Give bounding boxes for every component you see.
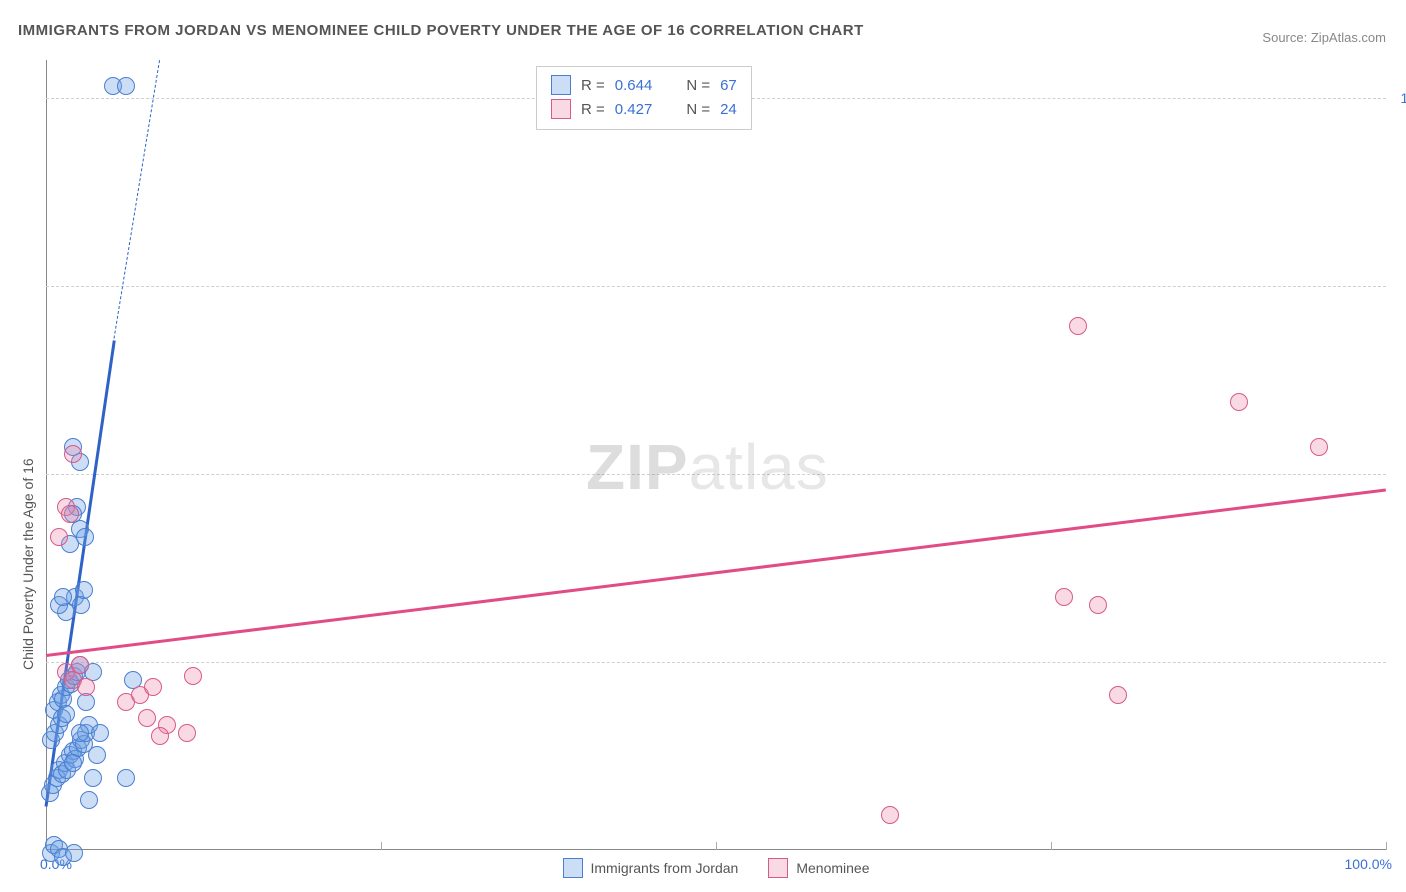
scatter-plot: 25.0%50.0%75.0%100.0%0.0%100.0% xyxy=(46,60,1386,850)
data-point-menominee xyxy=(1069,317,1087,335)
legend-swatch xyxy=(551,99,571,119)
y-tick-label: 50.0% xyxy=(1393,466,1406,482)
correlation-legend: R = 0.644 N = 67 R = 0.427 N = 24 xyxy=(536,66,752,130)
legend-swatch xyxy=(563,858,583,878)
legend-n-value: 67 xyxy=(720,77,737,94)
data-point-menominee xyxy=(1055,588,1073,606)
data-point-menominee xyxy=(71,656,89,674)
series-legend-item: Menominee xyxy=(768,858,869,878)
data-point-jordan xyxy=(57,705,75,723)
legend-n-label: N = xyxy=(686,77,710,94)
data-point-jordan xyxy=(54,588,72,606)
y-axis-label: Child Poverty Under the Age of 16 xyxy=(20,458,36,670)
y-tick-label: 25.0% xyxy=(1393,654,1406,670)
data-point-menominee xyxy=(77,678,95,696)
data-point-menominee xyxy=(64,445,82,463)
x-tick xyxy=(1386,842,1387,850)
data-point-jordan xyxy=(84,769,102,787)
legend-swatch xyxy=(768,858,788,878)
data-point-jordan xyxy=(75,581,93,599)
source-label: Source: xyxy=(1262,30,1307,45)
data-point-jordan xyxy=(76,528,94,546)
trend-line xyxy=(114,60,161,339)
data-point-jordan xyxy=(91,724,109,742)
legend-swatch xyxy=(551,75,571,95)
legend-row: R = 0.644 N = 67 xyxy=(551,73,737,97)
legend-r-value: 0.644 xyxy=(615,77,653,94)
data-point-menominee xyxy=(184,667,202,685)
data-point-jordan xyxy=(64,754,82,772)
y-tick-label: 100.0% xyxy=(1393,90,1406,106)
series-legend: Immigrants from Jordan Menominee xyxy=(46,858,1386,878)
series-label: Immigrants from Jordan xyxy=(591,860,739,876)
data-point-menominee xyxy=(151,727,169,745)
data-point-menominee xyxy=(144,678,162,696)
trend-line xyxy=(46,489,1386,657)
data-point-menominee xyxy=(138,709,156,727)
series-legend-item: Immigrants from Jordan xyxy=(563,858,739,878)
legend-r-label: R = xyxy=(581,77,605,94)
chart-title: IMMIGRANTS FROM JORDAN VS MENOMINEE CHIL… xyxy=(18,22,864,39)
data-point-menominee xyxy=(1109,686,1127,704)
data-point-menominee xyxy=(1230,393,1248,411)
source-name: ZipAtlas.com xyxy=(1311,30,1386,45)
data-point-menominee xyxy=(178,724,196,742)
data-point-menominee xyxy=(881,806,899,824)
legend-row: R = 0.427 N = 24 xyxy=(551,97,737,121)
series-label: Menominee xyxy=(796,860,869,876)
legend-n-value: 24 xyxy=(720,101,737,118)
chart-area: 25.0%50.0%75.0%100.0%0.0%100.0% ZIPatlas… xyxy=(46,60,1386,850)
y-tick-label: 75.0% xyxy=(1393,278,1406,294)
grid-line xyxy=(46,662,1386,663)
legend-r-label: R = xyxy=(581,101,605,118)
source-attribution: Source: ZipAtlas.com xyxy=(1262,30,1386,45)
data-point-menominee xyxy=(1310,438,1328,456)
data-point-jordan xyxy=(88,746,106,764)
legend-r-value: 0.427 xyxy=(615,101,653,118)
grid-line xyxy=(46,474,1386,475)
data-point-jordan xyxy=(117,769,135,787)
data-point-menominee xyxy=(61,505,79,523)
data-point-jordan xyxy=(80,791,98,809)
x-tick xyxy=(381,842,382,850)
legend-n-label: N = xyxy=(686,101,710,118)
grid-line xyxy=(46,286,1386,287)
data-point-jordan xyxy=(71,724,89,742)
x-tick xyxy=(1051,842,1052,850)
data-point-menominee xyxy=(50,528,68,546)
x-tick xyxy=(716,842,717,850)
data-point-jordan xyxy=(117,77,135,95)
data-point-menominee xyxy=(1089,596,1107,614)
